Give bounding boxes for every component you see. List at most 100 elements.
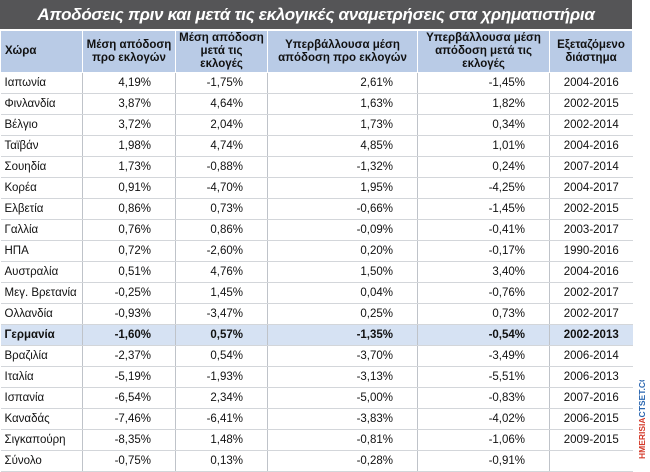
cell-post-return: -0,88% xyxy=(175,156,268,178)
table-row: Φινλανδία 3,87% 4,64% 1,63% 1,82% 2002-2015 xyxy=(0,93,633,115)
cell-country: Γερμανία xyxy=(0,324,83,346)
cell-country: Ταϊβάν xyxy=(0,135,83,157)
cell-post-return: -4,70% xyxy=(175,177,268,199)
cell-period: 2002-2013 xyxy=(549,324,633,346)
cell-country: Ολλανδία xyxy=(0,303,83,325)
cell-pre-return: -0,93% xyxy=(82,303,176,325)
cell-period: 2002-2015 xyxy=(549,198,633,220)
cell-period: 2006-2014 xyxy=(549,345,633,367)
cell-excess-post: -3,49% xyxy=(417,345,550,367)
cell-excess-post: -1,06% xyxy=(417,429,550,451)
cell-excess-post: 0,24% xyxy=(417,156,550,178)
cell-excess-pre: -1,32% xyxy=(267,156,418,178)
cell-excess-pre: -0,81% xyxy=(267,429,418,451)
cell-pre-return: -6,54% xyxy=(82,387,176,409)
table-body: Ιαπωνία 4,19% -1,75% 2,61% -1,45% 2004-2016 Φι… xyxy=(0,72,633,472)
cell-post-return: 0,13% xyxy=(175,450,268,472)
table-row: Ισπανία -6,54% 2,34% -5,00% -0,83% 2007-2016 xyxy=(0,387,633,409)
cell-period: 2002-2017 xyxy=(549,282,633,304)
cell-country: ΗΠΑ xyxy=(0,240,83,262)
cell-excess-pre: 0,20% xyxy=(267,240,418,262)
cell-country: Ιαπωνία xyxy=(0,72,83,94)
cell-post-return: 4,64% xyxy=(175,93,268,115)
cell-excess-post: -0,17% xyxy=(417,240,550,262)
cell-excess-pre: 1,95% xyxy=(267,177,418,199)
cell-period: 2004-2016 xyxy=(549,72,633,94)
cell-pre-return: 0,51% xyxy=(82,261,176,283)
cell-pre-return: 4,19% xyxy=(82,72,176,94)
cell-post-return: -6,41% xyxy=(175,408,268,430)
cell-excess-pre: -3,70% xyxy=(267,345,418,367)
column-header-country: Χώρα xyxy=(0,30,83,73)
cell-excess-post: -4,02% xyxy=(417,408,550,430)
table-title: Αποδόσεις πριν και μετά τις εκλογικές αν… xyxy=(0,0,632,29)
cell-post-return: 0,73% xyxy=(175,198,268,220)
cell-post-return: -1,75% xyxy=(175,72,268,94)
table-row: Σύνολο -0,75% 0,13% -0,28% -0,91% xyxy=(0,450,633,472)
cell-excess-pre: 1,73% xyxy=(267,114,418,136)
cell-post-return: 0,57% xyxy=(175,324,268,346)
table-row: Μεγ. Βρετανία -0,25% 1,45% 0,04% -0,76% 2002-… xyxy=(0,282,633,304)
column-header-post-return: Μέση απόδοση μετά τις εκλογές xyxy=(175,30,268,73)
cell-period: 2004-2016 xyxy=(549,135,633,157)
cell-excess-post: 0,73% xyxy=(417,303,550,325)
returns-table: Χώρα Μέση απόδοση προ εκλογών Μέση απόδο… xyxy=(0,30,633,472)
cell-excess-post: -5,51% xyxy=(417,366,550,388)
cell-excess-pre: -0,09% xyxy=(267,219,418,241)
cell-pre-return: -0,75% xyxy=(82,450,176,472)
cell-country: Αυστραλία xyxy=(0,261,83,283)
table-row: Ολλανδία -0,93% -3,47% 0,25% 0,73% 2002-2017 xyxy=(0,303,633,325)
column-header-excess-post: Υπερβάλλουσα μέση απόδοση μετά τις εκλογ… xyxy=(417,30,550,73)
cell-period: 1990-2016 xyxy=(549,240,633,262)
cell-country: Καναδάς xyxy=(0,408,83,430)
cell-excess-post: -0,76% xyxy=(417,282,550,304)
cell-pre-return: 1,98% xyxy=(82,135,176,157)
cell-period: 2002-2014 xyxy=(549,114,633,136)
cell-pre-return: 3,87% xyxy=(82,93,176,115)
cell-excess-post: -0,83% xyxy=(417,387,550,409)
cell-period: 2007-2016 xyxy=(549,387,633,409)
cell-period: 2004-2016 xyxy=(549,261,633,283)
cell-post-return: -1,93% xyxy=(175,366,268,388)
cell-excess-post: -0,91% xyxy=(417,450,550,472)
cell-post-return: 1,45% xyxy=(175,282,268,304)
cell-post-return: 2,34% xyxy=(175,387,268,409)
cell-pre-return: -1,60% xyxy=(82,324,176,346)
site-watermark-logo: HMERISIACTSET.COM xyxy=(637,380,647,459)
header-row: Χώρα Μέση απόδοση προ εκλογών Μέση απόδο… xyxy=(0,30,633,73)
table-row: Ιταλία -5,19% -1,93% -3,13% -5,51% 2006-2013 xyxy=(0,366,633,388)
cell-country: Σουηδία xyxy=(0,156,83,178)
cell-country: Μεγ. Βρετανία xyxy=(0,282,83,304)
cell-excess-pre: 1,63% xyxy=(267,93,418,115)
cell-excess-pre: -0,28% xyxy=(267,450,418,472)
cell-excess-post: -0,54% xyxy=(417,324,550,346)
cell-country: Ελβετία xyxy=(0,198,83,220)
cell-pre-return: -2,37% xyxy=(82,345,176,367)
cell-country: Βραζιλία xyxy=(0,345,83,367)
cell-excess-pre: -3,13% xyxy=(267,366,418,388)
cell-post-return: 0,54% xyxy=(175,345,268,367)
table-row: Γερμανία -1,60% 0,57% -1,35% -0,54% 2002-2013 xyxy=(0,324,633,346)
watermark-text: HMERISIACTSET.COM xyxy=(637,380,647,459)
cell-excess-pre: 0,04% xyxy=(267,282,418,304)
table-row: Βραζιλία -2,37% 0,54% -3,70% -3,49% 2006-2014 xyxy=(0,345,633,367)
cell-post-return: 2,04% xyxy=(175,114,268,136)
cell-pre-return: 0,91% xyxy=(82,177,176,199)
table-row: Ιαπωνία 4,19% -1,75% 2,61% -1,45% 2004-2016 xyxy=(0,72,633,94)
table-row: Σιγκαπούρη -8,35% 1,48% -0,81% -1,06% 2009-20… xyxy=(0,429,633,451)
cell-post-return: 4,76% xyxy=(175,261,268,283)
cell-country: Ισπανία xyxy=(0,387,83,409)
cell-country: Φινλανδία xyxy=(0,93,83,115)
cell-period: 2004-2017 xyxy=(549,177,633,199)
cell-pre-return: -7,46% xyxy=(82,408,176,430)
cell-post-return: 0,86% xyxy=(175,219,268,241)
cell-period: 2009-2015 xyxy=(549,429,633,451)
cell-period: 2006-2015 xyxy=(549,408,633,430)
cell-post-return: 4,74% xyxy=(175,135,268,157)
cell-excess-pre: -5,00% xyxy=(267,387,418,409)
cell-pre-return: 0,72% xyxy=(82,240,176,262)
cell-period: 2002-2017 xyxy=(549,303,633,325)
cell-pre-return: -5,19% xyxy=(82,366,176,388)
table-row: Ελβετία 0,86% 0,73% -0,66% -1,45% 2002-2015 xyxy=(0,198,633,220)
table-row: Σουηδία 1,73% -0,88% -1,32% 0,24% 2007-2014 xyxy=(0,156,633,178)
